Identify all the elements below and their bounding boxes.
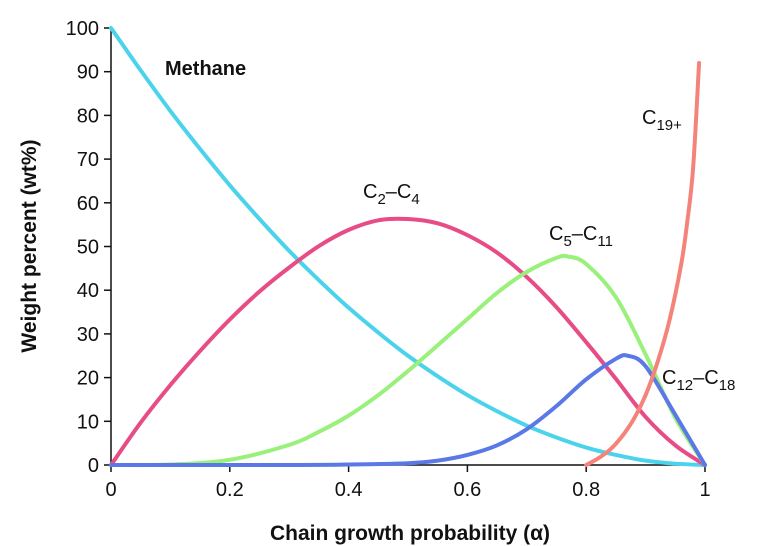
- y-tick-label: 70: [77, 149, 99, 171]
- x-tick-label: 0.8: [572, 479, 600, 501]
- x-tick-label: 1: [699, 479, 710, 501]
- y-tick-label: 20: [77, 368, 99, 390]
- y-axis-title: Weight percent (wt%): [18, 139, 41, 352]
- y-tick-label: 10: [77, 411, 99, 433]
- series-label-c5-c11: C5–C11: [549, 223, 613, 250]
- x-tick-label: 0.4: [335, 479, 363, 501]
- series-label-c19plus: C19+: [642, 107, 682, 134]
- series-label-c2-c4: C2–C4: [363, 181, 420, 208]
- series-line-c19: [584, 60, 702, 467]
- series-line-methane: [109, 26, 707, 467]
- y-tick-label: 40: [77, 280, 99, 302]
- x-tick-label: 0.6: [453, 479, 481, 501]
- y-tick-label: 80: [77, 105, 99, 127]
- x-tick-label: 0.2: [216, 479, 244, 501]
- x-axis-title: Chain growth probability (α): [270, 522, 550, 545]
- y-tick-label: 60: [77, 193, 99, 215]
- y-tick-label: 100: [66, 18, 99, 40]
- axes: 0 10 20 30 40 50 60 70 80 90 100 0 0.2 0.4 0.6 0.8 1: [66, 18, 711, 501]
- series-line-c5-c11: [109, 253, 707, 468]
- series-line-c2-c4: [109, 216, 707, 467]
- series-label-methane: Methane: [165, 58, 246, 80]
- series-line-c12-c18: [109, 353, 707, 468]
- y-tick-label: 50: [77, 237, 99, 259]
- y-tick-label: 30: [77, 324, 99, 346]
- series-label-c12-c18: C12–C18: [662, 367, 735, 394]
- y-tick-label: 90: [77, 62, 99, 84]
- y-tick-label: 0: [88, 455, 99, 477]
- series-layer: [109, 26, 707, 468]
- x-tick-label: 0: [105, 479, 116, 501]
